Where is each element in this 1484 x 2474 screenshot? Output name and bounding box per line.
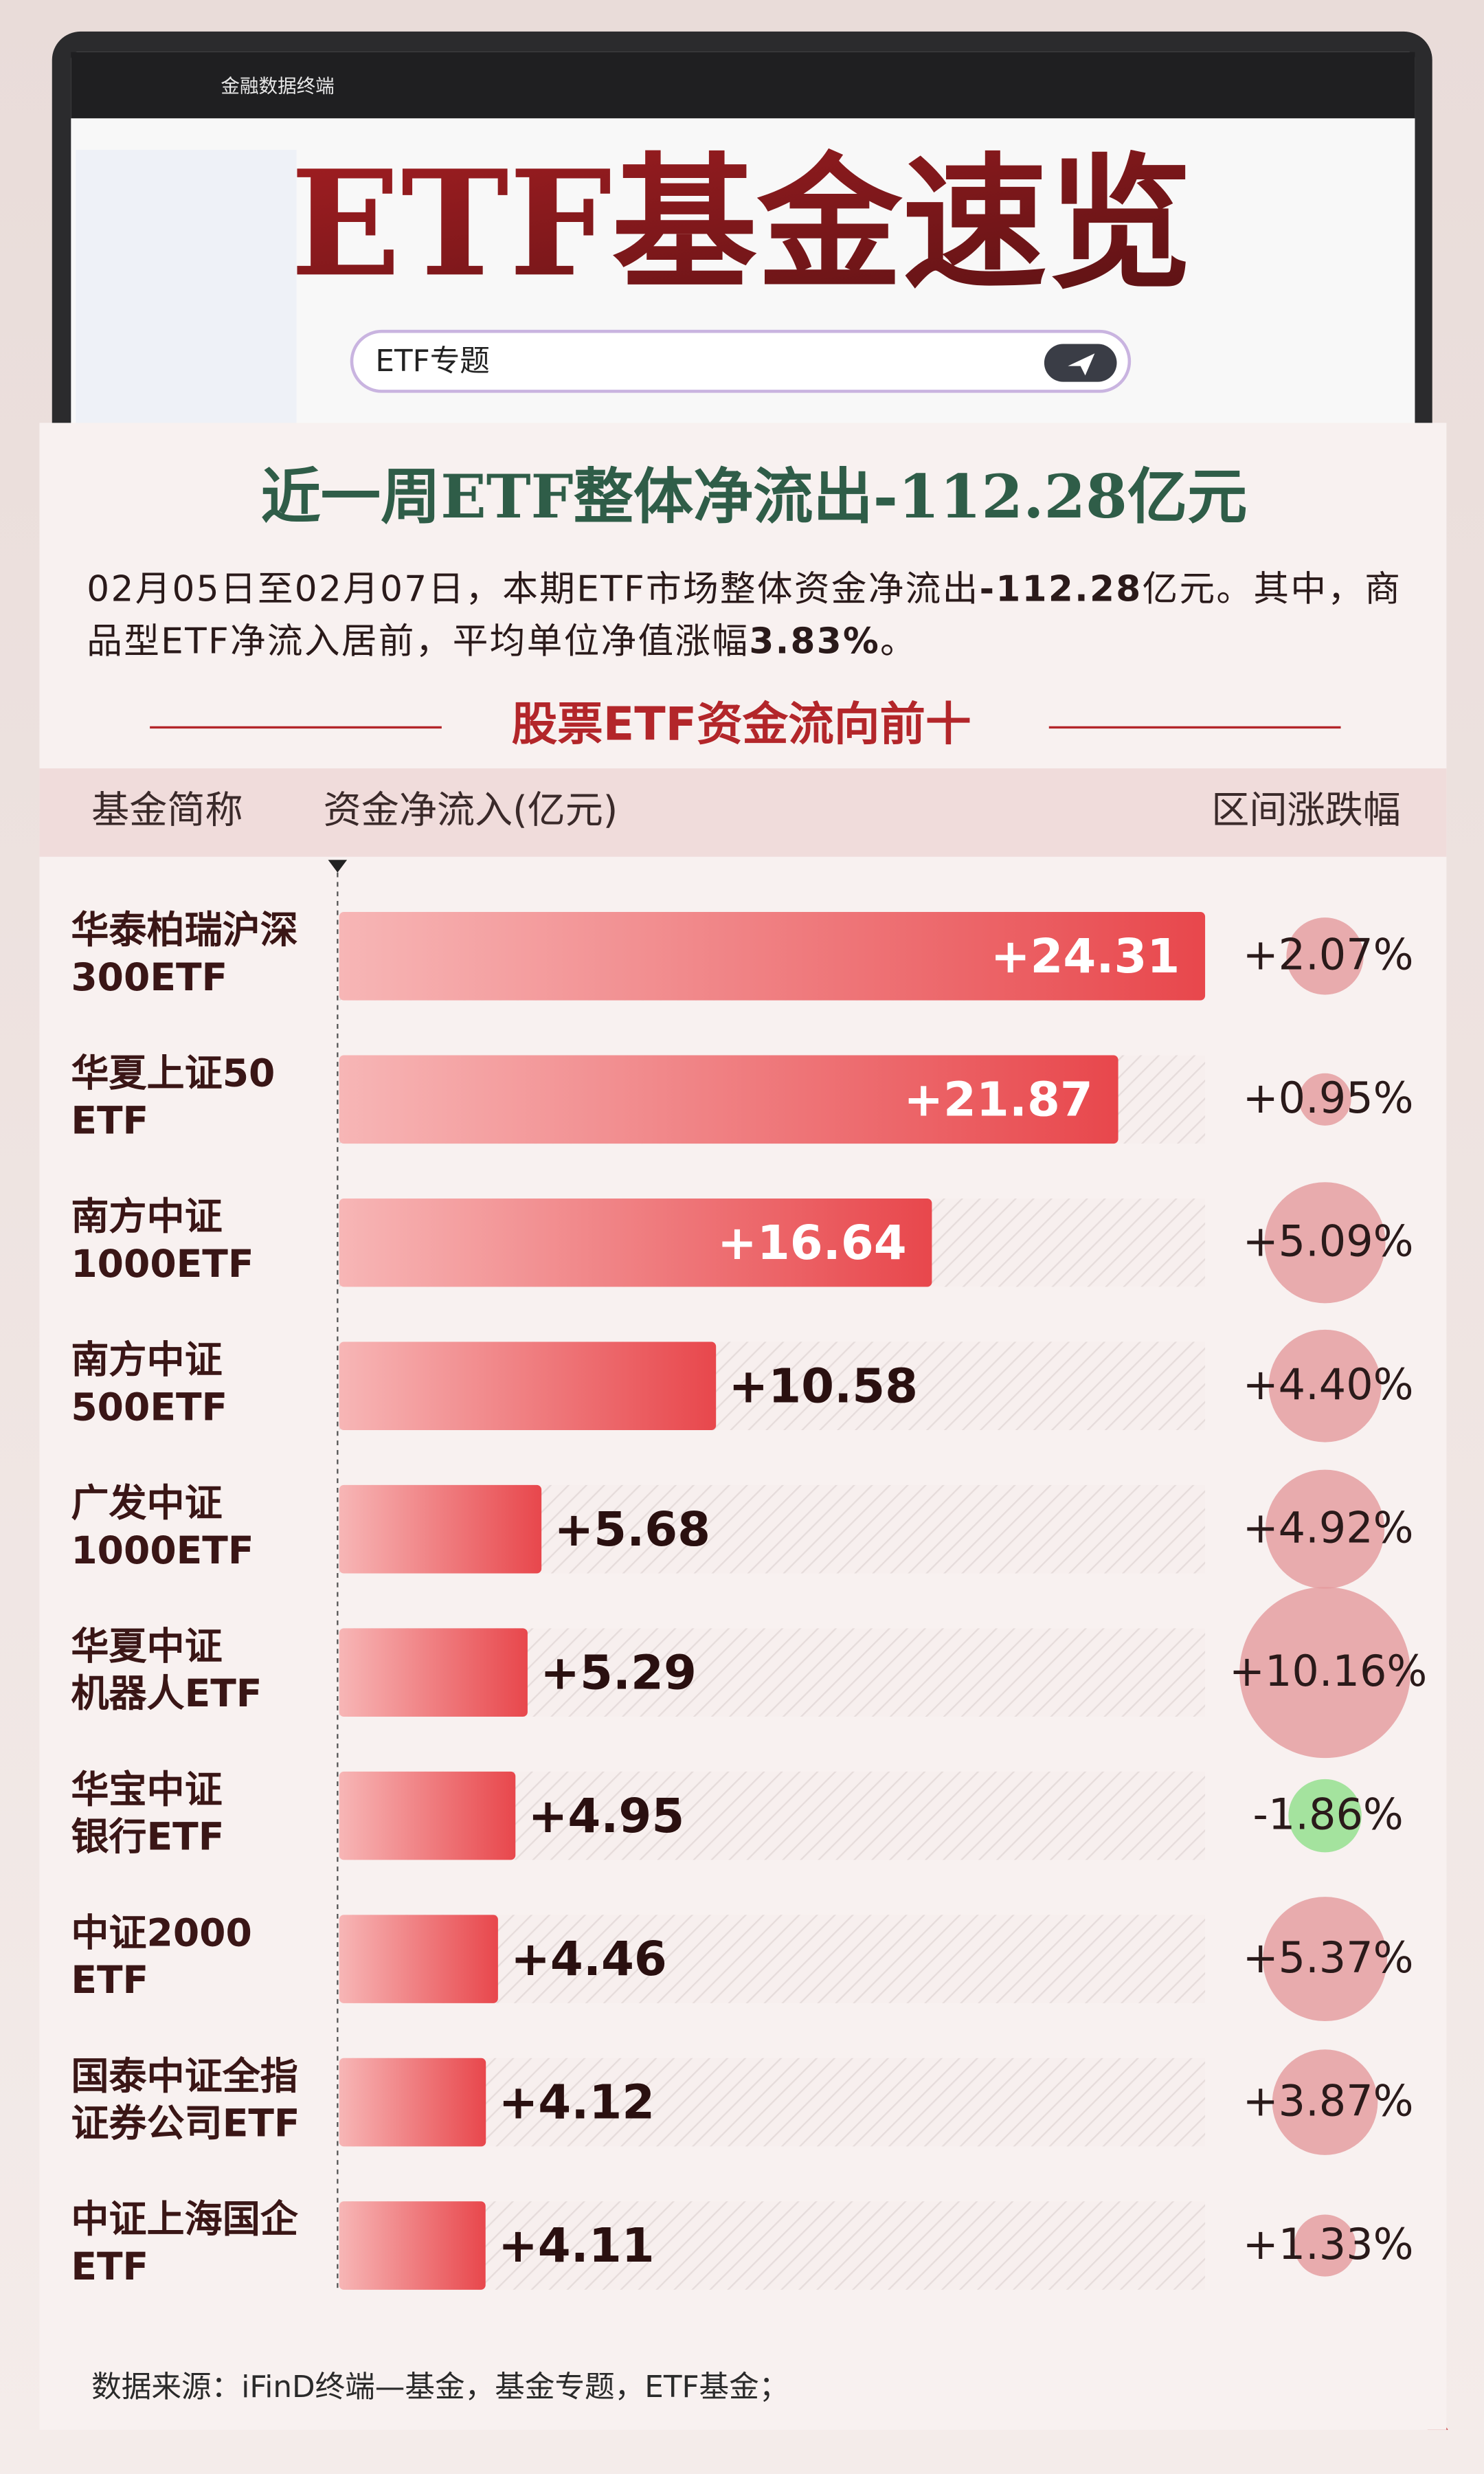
change-bubble bbox=[1294, 2214, 1356, 2277]
category-label: 华泰柏瑞沪深 bbox=[71, 908, 298, 952]
change-bubble bbox=[1286, 917, 1364, 995]
change-bubble bbox=[1265, 1469, 1385, 1589]
category-label: 银行ETF bbox=[71, 1815, 224, 1859]
change-bubble bbox=[1268, 1329, 1382, 1442]
change-label: +10.16% bbox=[1229, 1646, 1427, 1696]
column-header: 区间涨跌幅 bbox=[1211, 788, 1400, 832]
bar bbox=[339, 912, 1206, 1001]
bar bbox=[339, 1915, 498, 2003]
column-header: 基金简称 bbox=[91, 788, 243, 832]
value-label: +5.68 bbox=[554, 1502, 710, 1557]
value-label: +10.58 bbox=[729, 1359, 919, 1414]
search-bar bbox=[350, 329, 1132, 393]
screen-bar bbox=[71, 52, 1415, 119]
category-label: 中证上海国企 bbox=[71, 2197, 298, 2241]
change-label: +2.07% bbox=[1243, 930, 1414, 980]
category-label: 华宝中证 bbox=[71, 1768, 222, 1812]
change-bubble bbox=[1263, 1897, 1388, 2022]
value-label: +24.31 bbox=[991, 929, 1180, 984]
category-label: 证券公司ETF bbox=[71, 2102, 300, 2146]
category-label: ETF bbox=[71, 1098, 148, 1142]
bar bbox=[339, 1771, 516, 1860]
value-label: +5.29 bbox=[540, 1645, 697, 1700]
change-label: +5.09% bbox=[1243, 1216, 1414, 1267]
category-label: 南方中证 bbox=[71, 1337, 222, 1381]
change-bubble bbox=[1288, 1779, 1362, 1853]
category-label: 1000ETF bbox=[71, 1528, 254, 1572]
change-bubble bbox=[1264, 1182, 1386, 1304]
header-band bbox=[39, 768, 1447, 857]
change-label: +4.92% bbox=[1243, 1503, 1414, 1553]
bar bbox=[339, 2058, 486, 2147]
section-title: 股票ETF资金流向前十 bbox=[512, 697, 971, 750]
category-label: ETF bbox=[71, 1958, 148, 2002]
category-label: 500ETF bbox=[71, 1385, 227, 1429]
change-label: +5.37% bbox=[1243, 1932, 1414, 1983]
search-text: ETF专题 bbox=[375, 344, 490, 379]
category-label: 300ETF bbox=[71, 955, 227, 999]
value-label: +4.12 bbox=[499, 2075, 655, 2130]
value-label: +4.11 bbox=[498, 2218, 655, 2273]
intro-segment: -112.28 bbox=[979, 569, 1143, 611]
intro-segment: 02月05日至02月07日，本期ETF市场整体资金净流出 bbox=[87, 569, 980, 611]
bar bbox=[339, 1628, 528, 1717]
category-label: 南方中证 bbox=[71, 1194, 222, 1238]
card-title: 近一周ETF整体净流出-112.28亿元 bbox=[261, 461, 1248, 532]
intro-segment: 。 bbox=[880, 621, 918, 663]
change-bubble bbox=[1298, 1073, 1351, 1126]
axis-arrow bbox=[328, 860, 348, 873]
bar bbox=[339, 2201, 486, 2290]
value-label: +21.87 bbox=[903, 1072, 1093, 1127]
intro: 02月05日至02月07日，本期ETF市场整体资金净流出-112.28亿元。其中… bbox=[87, 565, 1419, 669]
value-label: +4.95 bbox=[528, 1789, 685, 1844]
sidebar bbox=[76, 150, 297, 442]
category-label: 国泰中证全指 bbox=[71, 2054, 298, 2098]
bar bbox=[339, 1341, 717, 1431]
change-label: +0.95% bbox=[1243, 1073, 1414, 1123]
change-label: +3.87% bbox=[1243, 2075, 1414, 2126]
send-icon bbox=[1068, 353, 1095, 376]
bar bbox=[339, 1484, 542, 1574]
app-name: 金融数据终端 bbox=[221, 75, 334, 97]
source: 数据来源：iFinD终端—基金，基金专题，ETF基金； bbox=[91, 2370, 789, 2405]
intro-box: 02月05日至02月07日，本期ETF市场整体资金净流出-112.28亿元。其中… bbox=[87, 565, 1419, 669]
value-label: +16.64 bbox=[717, 1216, 907, 1271]
column-header: 资金净流入(亿元) bbox=[324, 788, 618, 832]
change-label: +1.33% bbox=[1243, 2219, 1414, 2269]
category-label: 华夏中证 bbox=[71, 1624, 222, 1668]
category-label: ETF bbox=[71, 2244, 148, 2288]
value-label: +4.46 bbox=[510, 1932, 667, 1987]
change-bubble bbox=[1272, 2049, 1378, 2155]
change-label: -1.86% bbox=[1253, 1790, 1404, 1840]
category-label: 中证2000 bbox=[71, 1910, 252, 1954]
category-label: 华夏上证50 bbox=[71, 1051, 275, 1095]
intro-segment: 3.83% bbox=[749, 621, 881, 663]
change-label: +4.40% bbox=[1243, 1359, 1414, 1409]
change-bubble bbox=[1239, 1587, 1410, 1759]
bar bbox=[339, 1198, 932, 1287]
category-label: 1000ETF bbox=[71, 1242, 254, 1286]
bar bbox=[339, 1055, 1118, 1144]
hero-title: ETF基金速览 bbox=[291, 138, 1193, 309]
intro-segment: 亿元。其中，商品型ETF净流入居前，平均单位净值涨幅 bbox=[87, 569, 1402, 663]
category-label: 机器人ETF bbox=[71, 1671, 262, 1715]
category-label: 广发中证 bbox=[71, 1481, 222, 1525]
